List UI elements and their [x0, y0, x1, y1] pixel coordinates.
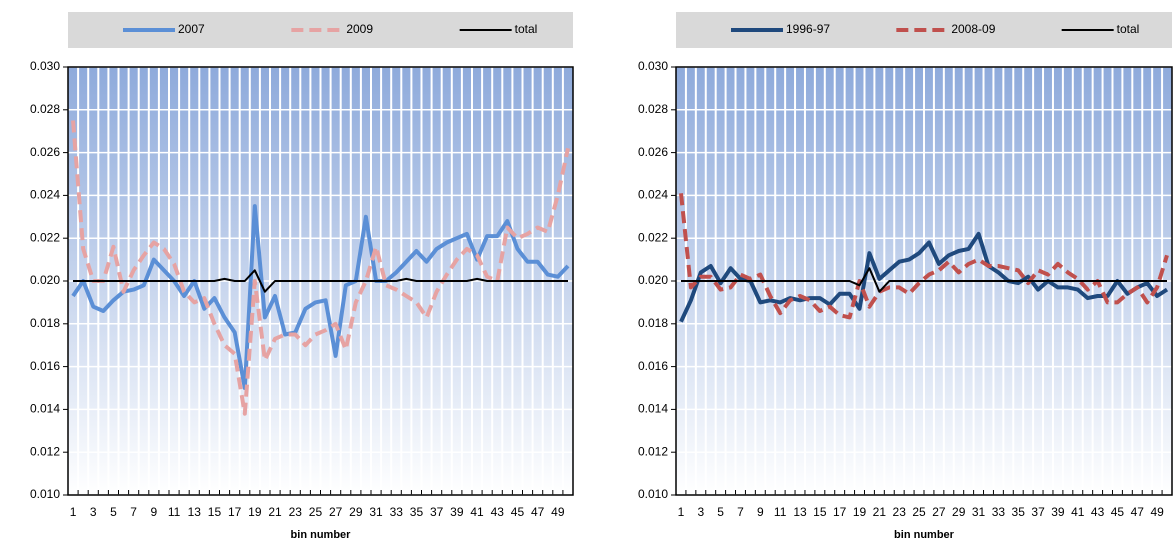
x-tick-label: 17	[833, 505, 847, 519]
y-tick-label: 0.022	[30, 230, 60, 244]
legend-label: total	[1117, 22, 1140, 36]
y-tick-label: 0.014	[30, 402, 60, 416]
x-tick-label: 23	[289, 505, 303, 519]
y-tick-label: 0.030	[30, 59, 60, 73]
y-tick-label: 0.026	[638, 145, 668, 159]
x-tick-label: 11	[774, 505, 787, 519]
x-tick-label: 31	[972, 505, 986, 519]
x-tick-label: 25	[309, 505, 323, 519]
x-tick-label: 7	[737, 505, 744, 519]
x-tick-label: 13	[793, 505, 807, 519]
y-tick-label: 0.018	[30, 316, 60, 330]
x-axis-title: bin number	[894, 529, 955, 541]
y-tick-label: 0.014	[638, 402, 668, 416]
x-tick-label: 15	[208, 505, 222, 519]
x-tick-label: 39	[1051, 505, 1065, 519]
x-tick-label: 21	[268, 505, 282, 519]
x-tick-label: 33	[390, 505, 404, 519]
y-tick-label: 0.012	[638, 444, 668, 458]
x-tick-label: 47	[1131, 505, 1145, 519]
x-tick-label: 19	[248, 505, 262, 519]
x-tick-label: 41	[470, 505, 484, 519]
y-tick-label: 0.028	[638, 102, 668, 116]
plot-border	[67, 66, 574, 496]
x-tick-label: 37	[1031, 505, 1045, 519]
y-tick-label: 0.010	[30, 487, 60, 501]
x-axis-title: bin number	[291, 529, 352, 541]
x-tick-label: 17	[228, 505, 242, 519]
x-tick-label: 19	[853, 505, 867, 519]
x-tick-label: 29	[952, 505, 966, 519]
y-tick-label: 0.018	[638, 316, 668, 330]
series-line	[681, 267, 1167, 293]
series-line	[679, 193, 1169, 320]
x-tick-label: 1	[70, 505, 77, 519]
x-tick-label: 27	[932, 505, 946, 519]
x-tick-label: 45	[1111, 505, 1125, 519]
x-tick-label: 43	[491, 505, 505, 519]
y-tick-label: 0.024	[638, 188, 668, 202]
y-tick-label: 0.026	[30, 145, 60, 159]
x-tick-label: 29	[349, 505, 363, 519]
legend-label: 2008-09	[951, 22, 995, 36]
series-line	[73, 269, 568, 293]
x-tick-label: 49	[551, 505, 565, 519]
x-tick-label: 45	[511, 505, 525, 519]
x-tick-label: 9	[757, 505, 764, 519]
x-tick-label: 7	[130, 505, 137, 519]
x-tick-label: 15	[813, 505, 827, 519]
x-tick-label: 5	[717, 505, 724, 519]
y-tick-label: 0.030	[638, 59, 668, 73]
x-tick-label: 3	[90, 505, 97, 519]
x-tick-label: 41	[1071, 505, 1085, 519]
x-tick-label: 5	[110, 505, 117, 519]
y-tick-label: 0.022	[638, 230, 668, 244]
legend-label: 2009	[346, 22, 373, 36]
x-tick-label: 23	[893, 505, 907, 519]
plot-border	[675, 66, 1173, 496]
series-line	[71, 204, 570, 390]
y-tick-label: 0.020	[30, 273, 60, 287]
y-tick-label: 0.028	[30, 102, 60, 116]
x-tick-label: 21	[873, 505, 887, 519]
x-tick-label: 35	[410, 505, 424, 519]
x-tick-label: 25	[912, 505, 926, 519]
x-tick-label: 39	[450, 505, 464, 519]
y-tick-label: 0.010	[638, 487, 668, 501]
x-tick-label: 13	[188, 505, 202, 519]
x-tick-label: 35	[1012, 505, 1026, 519]
y-tick-label: 0.024	[30, 188, 60, 202]
x-tick-label: 37	[430, 505, 444, 519]
x-tick-label: 33	[992, 505, 1006, 519]
y-tick-label: 0.012	[30, 444, 60, 458]
x-tick-label: 43	[1091, 505, 1105, 519]
x-tick-label: 9	[151, 505, 158, 519]
legend-label: 1996-97	[786, 22, 830, 36]
x-tick-label: 47	[531, 505, 545, 519]
x-tick-label: 11	[168, 505, 181, 519]
series-line	[71, 120, 570, 416]
x-tick-label: 27	[329, 505, 343, 519]
legend-label: total	[515, 22, 538, 36]
y-tick-label: 0.016	[30, 359, 60, 373]
y-tick-label: 0.016	[638, 359, 668, 373]
y-tick-label: 0.020	[638, 273, 668, 287]
x-tick-label: 3	[697, 505, 704, 519]
x-tick-label: 49	[1150, 505, 1164, 519]
series-line	[679, 231, 1169, 323]
x-tick-label: 1	[678, 505, 685, 519]
legend-label: 2007	[178, 22, 205, 36]
x-tick-label: 31	[369, 505, 383, 519]
